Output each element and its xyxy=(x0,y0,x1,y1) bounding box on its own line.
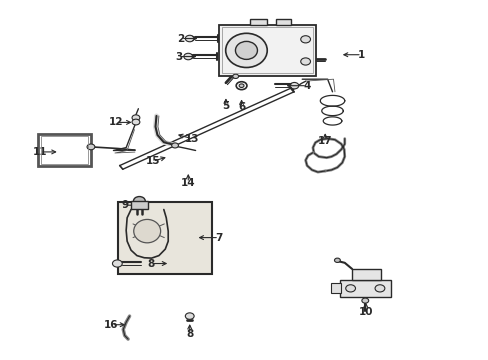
Circle shape xyxy=(300,36,310,43)
Ellipse shape xyxy=(235,41,257,59)
Circle shape xyxy=(289,82,298,89)
Text: 16: 16 xyxy=(104,320,119,330)
Circle shape xyxy=(239,84,244,87)
Text: 3: 3 xyxy=(175,51,182,62)
Bar xyxy=(118,202,212,274)
Circle shape xyxy=(185,313,194,319)
Text: 9: 9 xyxy=(121,200,128,210)
Circle shape xyxy=(345,285,355,292)
Bar xyxy=(41,136,88,164)
Text: 17: 17 xyxy=(317,136,332,146)
Text: 5: 5 xyxy=(222,101,229,111)
Circle shape xyxy=(133,197,145,205)
Text: 8: 8 xyxy=(186,329,193,339)
Circle shape xyxy=(132,119,140,125)
Circle shape xyxy=(171,143,178,148)
Ellipse shape xyxy=(225,33,266,68)
Circle shape xyxy=(183,53,192,60)
Text: 8: 8 xyxy=(147,258,154,269)
Text: 11: 11 xyxy=(33,147,47,157)
Circle shape xyxy=(132,115,140,121)
Text: 4: 4 xyxy=(303,81,310,91)
Bar xyxy=(339,280,390,297)
Circle shape xyxy=(334,258,340,262)
Circle shape xyxy=(87,144,95,150)
Bar xyxy=(330,283,340,293)
Text: 10: 10 xyxy=(358,307,372,318)
Text: 12: 12 xyxy=(109,117,123,127)
Text: 6: 6 xyxy=(238,102,244,112)
Bar xyxy=(351,269,381,280)
Bar xyxy=(221,27,313,73)
Circle shape xyxy=(185,35,194,42)
Text: 1: 1 xyxy=(358,50,365,60)
Bar xyxy=(250,19,267,25)
Bar xyxy=(218,25,316,76)
Text: 15: 15 xyxy=(145,156,160,166)
Bar xyxy=(38,134,91,166)
Circle shape xyxy=(232,74,238,78)
Circle shape xyxy=(374,285,384,292)
Circle shape xyxy=(300,58,310,65)
Ellipse shape xyxy=(133,220,160,243)
Circle shape xyxy=(361,298,368,303)
Text: 13: 13 xyxy=(184,134,199,144)
Text: 2: 2 xyxy=(177,33,184,44)
Text: 7: 7 xyxy=(215,233,223,243)
Circle shape xyxy=(112,260,122,267)
Bar xyxy=(276,19,290,25)
Text: 14: 14 xyxy=(181,178,195,188)
Bar xyxy=(130,201,148,209)
